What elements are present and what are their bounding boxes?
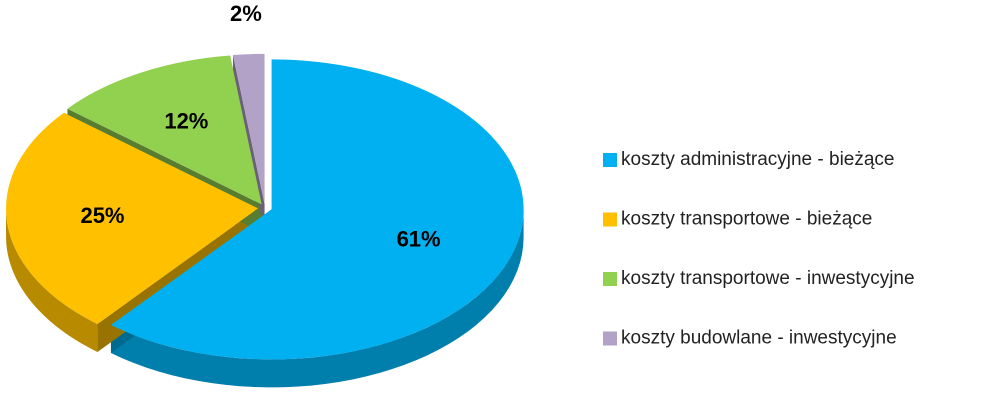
pie-slice-side: [6, 208, 98, 352]
legend-swatch: [603, 212, 617, 227]
data-label: 61%: [397, 227, 441, 252]
legend-swatch: [603, 153, 617, 167]
pie-tops: [6, 53, 524, 360]
legend-label: koszty budowlane - inwestycyjne: [621, 328, 897, 349]
pie-slice: [110, 59, 524, 360]
data-label: 2%: [230, 1, 262, 26]
pie-slice: [232, 53, 265, 204]
data-label: 25%: [80, 203, 124, 228]
legend-swatch: [603, 272, 617, 286]
pie-slice: [67, 55, 262, 205]
data-label: 12%: [164, 109, 208, 134]
pie-slice-side: [110, 209, 524, 388]
legend-label: koszty administracyjne - bieżące: [621, 149, 895, 170]
legend-label: koszty transportowe - bieżące: [621, 209, 872, 230]
legend-swatch: [603, 331, 617, 346]
pie-slice: [6, 112, 259, 324]
legend-label: koszty transportowe - inwestycyjne: [621, 268, 915, 289]
